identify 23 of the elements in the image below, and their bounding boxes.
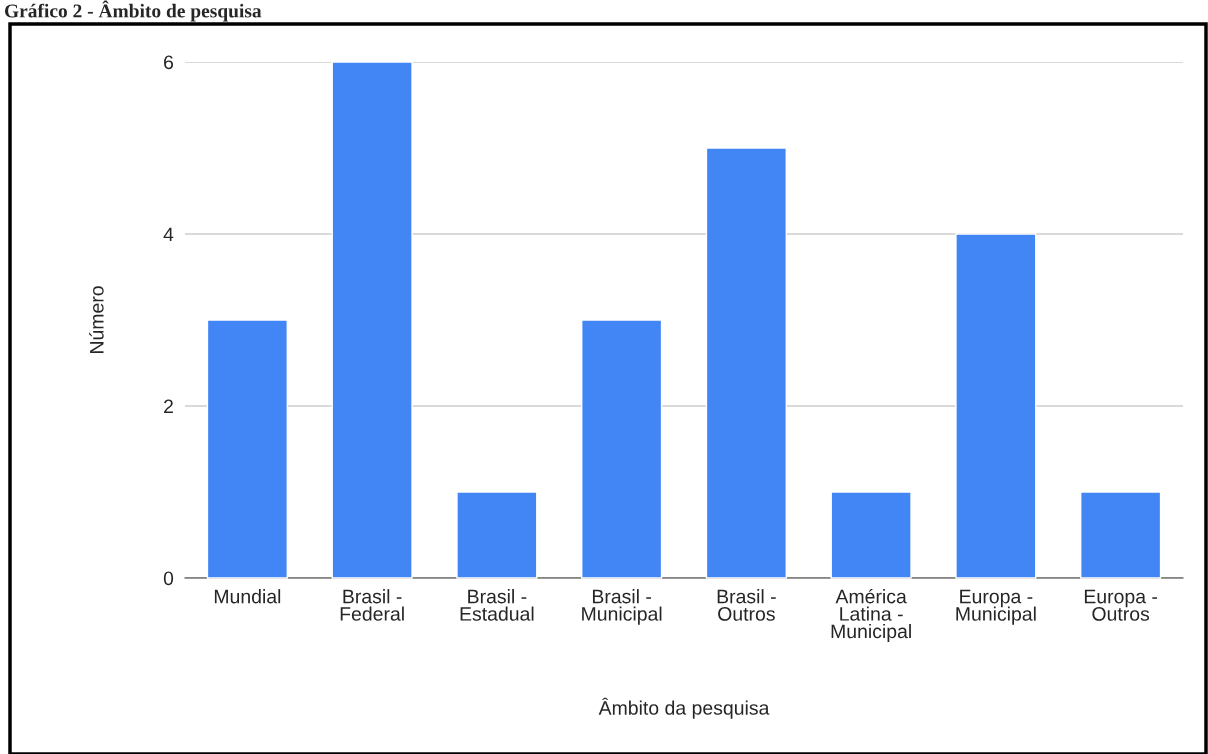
x-tick-label: Brasil - Outros [717, 589, 776, 621]
y-tick-label: 4 [163, 227, 174, 242]
y-tick-label: 6 [164, 55, 174, 70]
bar [1080, 491, 1162, 579]
x-tick-label: Brasil - Federal [340, 589, 404, 621]
x-tick-label: Brasil - Municipal [582, 589, 662, 625]
x-axis-title: Âmbito da pesquisa [598, 697, 770, 719]
y-axis-title: Número [89, 286, 104, 353]
bar [206, 319, 288, 579]
y-tick-label: 0 [163, 571, 174, 586]
bar [331, 61, 413, 579]
x-tick-label: Mundial [214, 589, 281, 604]
x-tick-label: Brasil - Estadual [460, 589, 534, 621]
bar [456, 491, 538, 579]
bar [955, 233, 1037, 579]
bar [705, 147, 787, 579]
y-tick-label: 2 [164, 399, 173, 414]
bar [581, 319, 663, 579]
x-tick-label: Europa - Municipal [956, 589, 1036, 625]
bar [830, 491, 912, 579]
x-tick-label: América Latina - Municipal [831, 588, 911, 643]
x-tick-label: Europa - Outros [1084, 589, 1158, 621]
chart-title: Gráfico 2 - Âmbito de pesquisa [4, 0, 262, 22]
